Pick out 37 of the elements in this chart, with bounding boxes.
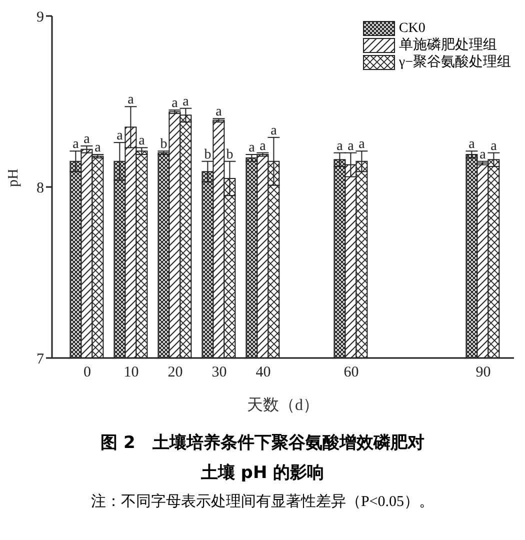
data-label: a	[270, 123, 278, 138]
data-label: a	[128, 92, 135, 108]
data-label: a	[172, 96, 179, 112]
x-tick-label: 40	[256, 364, 271, 381]
data-label: a	[216, 104, 223, 120]
x-tick-label: 30	[212, 364, 227, 381]
data-label: a	[182, 94, 190, 110]
x-tick-label: 20	[168, 364, 183, 381]
data-label: a	[248, 140, 256, 156]
text: 注：不同字母表示处理间有显著性差异（P<0.05）。	[90, 494, 434, 510]
data-label: a	[72, 137, 80, 152]
x-tick-label: 10	[124, 364, 139, 381]
x-tick-label: 90	[476, 364, 491, 381]
legend-label: γ−聚谷氨酸处理组	[398, 54, 511, 71]
legend-label: 单施磷肥处理组	[398, 37, 497, 54]
data-label: a	[336, 138, 344, 154]
y-tick-label: 7	[36, 351, 44, 368]
data-label: a	[490, 138, 498, 154]
data-label: a	[358, 137, 366, 152]
x-tick-label: 60	[344, 364, 359, 381]
data-label: a	[138, 134, 146, 149]
data-label: a	[84, 132, 91, 147]
data-label: a	[348, 138, 355, 154]
data-label: a	[480, 147, 487, 162]
y-tick-label: 8	[36, 180, 44, 196]
text: 图 2 土壤培养条件下聚谷氨酸增效磷肥对土壤 pH 的影响	[100, 433, 424, 483]
data-label: b	[204, 147, 212, 162]
data-label: a	[468, 137, 476, 152]
x-tick-label: 0	[83, 364, 91, 381]
legend-label: CK0	[398, 20, 426, 37]
data-label: b	[226, 147, 234, 162]
data-label: a	[94, 140, 102, 156]
data-label: b	[160, 137, 168, 152]
x-axis-title: 天数（d）	[247, 397, 319, 414]
data-label: a	[260, 138, 267, 154]
y-tick-label: 9	[36, 9, 44, 26]
data-label: a	[116, 128, 124, 144]
